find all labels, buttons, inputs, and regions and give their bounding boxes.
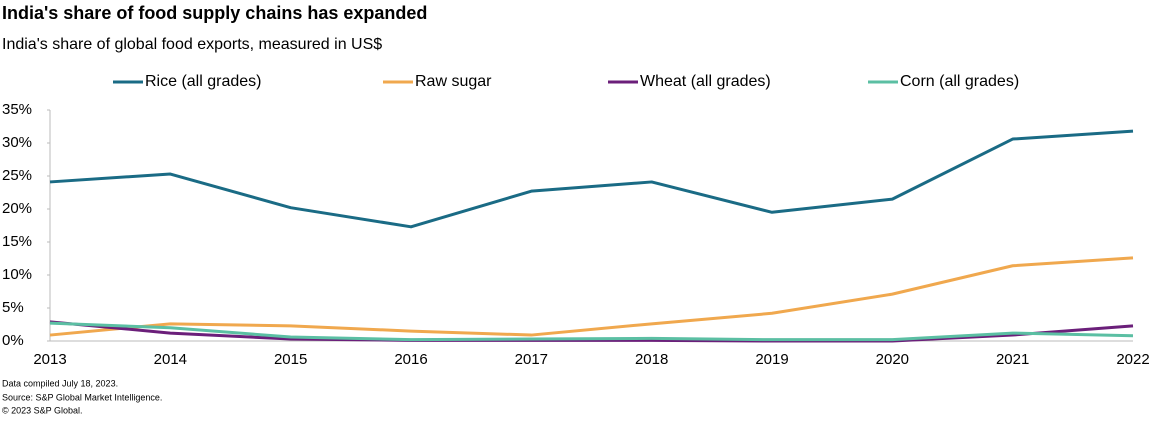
x-tick-label: 2013 [33,351,66,368]
y-tick-label: 10% [2,266,32,283]
x-tick-label: 2014 [154,351,187,368]
y-tick-label: 20% [2,200,32,217]
series-line [49,256,1134,337]
y-tick-label: 25% [2,167,32,184]
y-tick-label: 35% [2,101,32,118]
x-tick-label: 2017 [515,351,548,368]
legend-label: Corn (all grades) [900,73,1019,90]
legend-label: Rice (all grades) [145,73,261,90]
y-tick-label: 15% [2,233,32,250]
chart-subtitle: India's share of global food exports, me… [2,36,382,53]
footnote: © 2023 S&P Global. [2,405,83,415]
x-tick-label: 2020 [876,351,909,368]
footnote: Source: S&P Global Market Intelligence. [2,392,162,402]
x-tick-label: 2016 [394,351,427,368]
x-tick-label: 2019 [755,351,788,368]
y-tick-label: 30% [2,134,32,151]
x-tick-label: 2015 [274,351,307,368]
x-tick-label: 2022 [1116,351,1149,368]
y-tick-label: 5% [2,299,24,316]
series-line [49,321,1134,342]
footnote: Data compiled July 18, 2023. [2,378,118,388]
x-tick-label: 2021 [996,351,1029,368]
series-line [49,320,1134,343]
y-tick-label: 0% [2,332,24,349]
legend-label: Wheat (all grades) [640,73,771,90]
chart-title: India's share of food supply chains has … [2,3,427,23]
series-line [49,129,1134,229]
x-tick-label: 2018 [635,351,668,368]
legend-label: Raw sugar [415,73,492,90]
